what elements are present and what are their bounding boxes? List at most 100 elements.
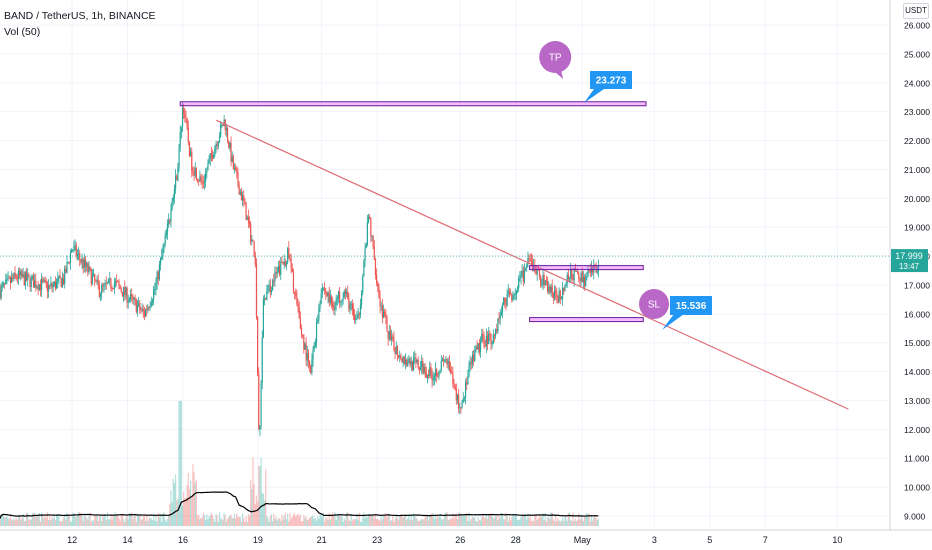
volume-bar (516, 520, 519, 526)
volume-bar (104, 514, 106, 526)
volume-bar (538, 514, 541, 526)
candle-body (0, 290, 1, 298)
volume-bar (5, 516, 7, 526)
candle-body (179, 131, 181, 147)
volume-bar (360, 521, 363, 526)
sl-bubble (639, 289, 669, 319)
candle-body (99, 293, 102, 297)
volume-bar (319, 514, 321, 526)
volume-bar (302, 520, 304, 526)
candle-body (319, 303, 321, 309)
candle-body (276, 271, 278, 274)
candle-body (382, 311, 385, 318)
volume-bar (27, 512, 29, 526)
volume-bar (334, 512, 336, 526)
volume-bar (436, 518, 438, 526)
candle-body (430, 366, 432, 374)
candle-body (456, 395, 459, 401)
candle-body (143, 311, 146, 316)
candle-body (113, 283, 115, 289)
symbol-title[interactable]: BAND / TetherUS, 1h, BINANCE (4, 10, 156, 22)
candle-body (178, 146, 180, 168)
candle-body (575, 271, 578, 272)
volume-bar (388, 515, 390, 526)
candle-body (133, 297, 135, 300)
candle-body (540, 276, 542, 286)
time-tick-label: 16 (178, 535, 188, 545)
volume-bar (174, 474, 177, 526)
volume-bar (24, 520, 27, 526)
candle-body (433, 375, 435, 379)
price-axis[interactable]: 9.000 10.000 11.000 12.000 13.000 14.000 15.00… (889, 0, 932, 550)
candle-body (68, 262, 70, 264)
candle-body (67, 262, 69, 264)
volume-bar (232, 517, 234, 526)
volume-bar (337, 513, 340, 526)
candle-body (336, 297, 338, 300)
candle-body (542, 275, 544, 285)
candle-body (214, 147, 216, 155)
candle-body (57, 278, 59, 282)
candle-body (391, 336, 393, 340)
volume-bar (448, 520, 450, 526)
candle-body (107, 278, 110, 283)
volume-bar (7, 518, 9, 526)
volume-bar (455, 514, 457, 526)
candle-body (560, 298, 563, 300)
volume-bar (384, 514, 386, 526)
candle-body (332, 303, 334, 307)
volume-bar (45, 517, 47, 526)
volume-bar (53, 516, 55, 526)
volume-bar (51, 516, 53, 526)
currency-button[interactable]: USDT (903, 3, 929, 19)
volume-bar (268, 521, 270, 526)
candle-body (91, 275, 94, 284)
time-tick-label: 21 (317, 535, 327, 545)
candle-body (485, 335, 487, 347)
candle-body (153, 290, 155, 300)
volume-indicator-label[interactable]: Vol (50) (4, 26, 41, 38)
last-price-badge[interactable] (891, 249, 928, 273)
candle-body (389, 331, 392, 340)
candle-body (174, 176, 177, 190)
volume-bar (511, 517, 513, 526)
candle-body (551, 286, 553, 293)
candle-body (344, 291, 347, 294)
candle-body (201, 180, 203, 183)
candle-body (401, 358, 403, 363)
volume-bar (116, 515, 118, 526)
price-tick-label: 10.000 (904, 483, 930, 493)
candle-body (116, 281, 118, 282)
volume-bar (36, 516, 38, 526)
candle-body (229, 143, 231, 148)
candle-body (564, 285, 566, 292)
candle-body (4, 283, 6, 284)
volume-bar (220, 517, 222, 526)
candle-body (406, 359, 408, 366)
time-axis[interactable]: 12 14 16 19 21 23 26 28 May 3 5 7 10 (0, 529, 932, 545)
volume-bar (43, 517, 45, 526)
volume-bar (423, 519, 425, 526)
candle-body (10, 277, 13, 283)
candle-body (580, 272, 582, 281)
candle-body (506, 293, 508, 306)
volume-bar (433, 518, 435, 526)
candle-body (369, 216, 371, 220)
candle-body (261, 337, 263, 383)
candle-body (415, 357, 417, 363)
candle-body (101, 285, 103, 294)
volume-bar (563, 521, 565, 526)
candle-body (528, 258, 530, 260)
candle-body (169, 220, 171, 222)
candle-body (233, 167, 236, 169)
volume-bar (102, 515, 104, 526)
volume-bar (427, 520, 430, 526)
candle-body (473, 354, 475, 362)
candle-body (274, 272, 276, 282)
volume-bar (23, 521, 25, 526)
candle-body (553, 290, 556, 298)
candle-body (0, 286, 2, 298)
volume-bar (101, 521, 103, 526)
volume-bar (194, 482, 196, 526)
